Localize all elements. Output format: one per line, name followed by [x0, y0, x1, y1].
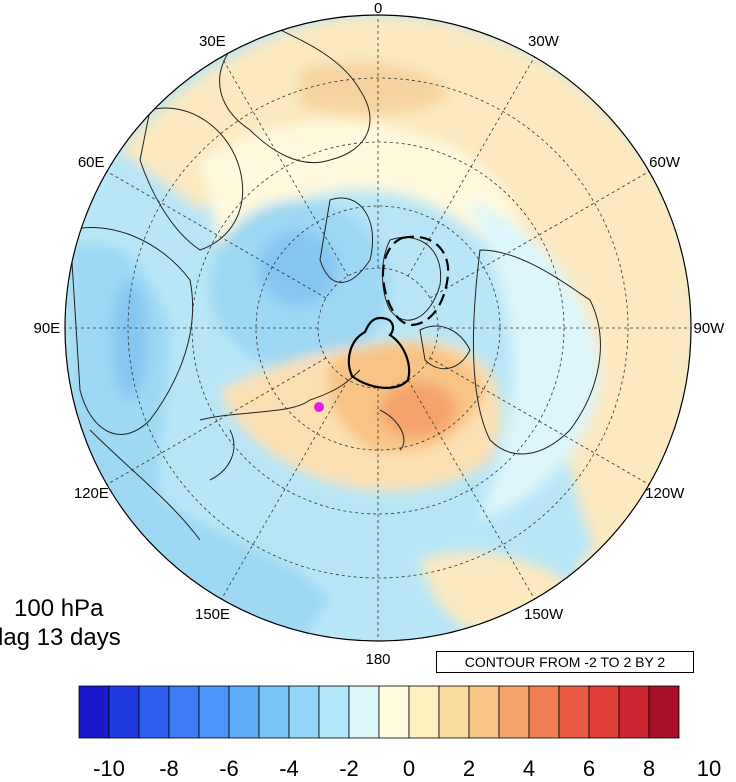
colorbar-swatch	[618, 685, 650, 739]
colorbar-swatch	[648, 685, 680, 739]
longitude-label: 150E	[195, 606, 231, 624]
contours	[347, 235, 450, 389]
colorbar-tick-label: 8	[642, 756, 656, 781]
longitude-label: 60E	[77, 154, 105, 171]
contour-note: CONTOUR FROM -2 TO 2 BY 2	[436, 651, 694, 673]
meridian-line	[106, 171, 327, 299]
meridian-line	[407, 379, 535, 600]
colorbar-swatch	[498, 685, 530, 739]
anomaly-field	[65, 15, 691, 641]
colorbar-swatch	[108, 685, 140, 739]
colorbar-tick-label: 2	[462, 756, 476, 781]
colorbar-tick-label: 0	[402, 756, 416, 781]
colorbar-swatch	[318, 685, 350, 739]
colorbar-swatch	[168, 685, 200, 739]
meridian-line	[429, 357, 650, 485]
longitude-label: 30E	[199, 32, 226, 50]
colorbar-tick-label: 10	[696, 756, 722, 781]
colorbar-tick-label: -2	[339, 756, 359, 781]
longitude-label: 180	[365, 650, 391, 668]
longitude-label: 60W	[649, 154, 680, 171]
meridian-line	[429, 171, 650, 299]
colorbar-swatch	[468, 685, 500, 739]
coastlines	[69, 19, 601, 541]
colorbar-swatch	[588, 685, 620, 739]
map-boundary	[64, 14, 692, 642]
colorbar-swatch	[228, 685, 260, 739]
longitude-label: 90W	[693, 319, 725, 337]
colorbar-swatch	[558, 685, 590, 739]
colorbar-swatch	[408, 685, 440, 739]
colorbar-swatch	[348, 685, 380, 739]
colorbar-swatch	[528, 685, 560, 739]
location-marker	[314, 402, 324, 412]
colorbar-swatch	[438, 685, 470, 739]
colorbar-swatch	[198, 685, 230, 739]
colorbar-swatch	[138, 685, 170, 739]
colorbar-tick-label: -10	[93, 756, 125, 781]
longitude-label: 120W	[645, 485, 685, 502]
colorbar-swatch	[78, 685, 110, 739]
colorbar-tick-label: 6	[582, 756, 596, 781]
colorbar-tick-label: -8	[159, 756, 179, 781]
meridian-line	[221, 56, 349, 277]
colorbar-swatch	[378, 685, 410, 739]
colorbar	[78, 685, 680, 739]
longitude-grid	[65, 15, 691, 641]
colorbar-tick-label: -4	[279, 756, 299, 781]
longitude-label: 30W	[528, 32, 559, 50]
lag-label: lag 13 days	[0, 624, 121, 651]
colorbar-swatch	[288, 685, 320, 739]
longitude-label: 150W	[524, 606, 564, 624]
longitude-label: 90E	[33, 319, 61, 337]
colorbar-swatch	[258, 685, 290, 739]
meridian-line	[221, 379, 349, 600]
meridian-line	[106, 357, 327, 485]
level-label: 100 hPa	[14, 595, 104, 622]
colorbar-tick-label: 4	[522, 756, 536, 781]
longitude-label: 0	[374, 0, 383, 17]
longitude-label: 120E	[73, 485, 109, 502]
colorbar-tick-label: -6	[219, 756, 239, 781]
